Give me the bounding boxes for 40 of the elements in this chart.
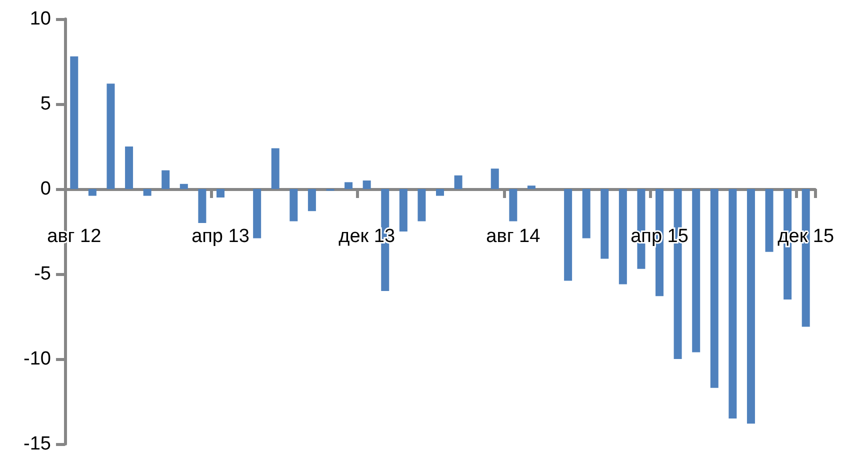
y-tick-label: -15 — [24, 434, 51, 454]
bar — [710, 189, 718, 388]
bar — [527, 186, 536, 189]
y-tick-label: 0 — [40, 178, 51, 200]
bar — [344, 182, 353, 189]
bar — [564, 189, 572, 281]
bar — [692, 189, 700, 352]
bar — [143, 189, 152, 196]
y-tick-label: -5 — [34, 264, 51, 284]
bar — [253, 189, 262, 238]
bar — [70, 56, 78, 189]
bar — [436, 189, 444, 196]
bar — [490, 168, 499, 189]
bar — [308, 189, 316, 212]
x-tick-label: авг 12 — [47, 226, 102, 247]
bar — [746, 189, 755, 424]
bar — [454, 175, 462, 189]
y-tick-label: -10 — [24, 348, 51, 370]
bar — [106, 84, 115, 189]
bar — [418, 189, 426, 222]
x-tick-label: апр 13 — [192, 226, 250, 247]
bar — [509, 189, 518, 222]
bar — [582, 189, 590, 238]
y-tick-label: 10 — [30, 8, 51, 30]
bar — [162, 170, 170, 189]
bar — [180, 184, 188, 189]
bar — [198, 189, 206, 223]
bar — [216, 189, 224, 198]
bar — [618, 189, 627, 284]
bar — [600, 189, 609, 259]
x-tick-label: авг 14 — [486, 226, 541, 247]
bar — [728, 189, 737, 418]
bar — [125, 146, 134, 189]
y-tick-label: 5 — [40, 94, 51, 114]
bar — [88, 189, 96, 196]
bar — [399, 189, 408, 232]
bar — [290, 189, 298, 222]
bar — [271, 148, 280, 189]
bar — [362, 180, 371, 189]
bar — [765, 189, 774, 252]
